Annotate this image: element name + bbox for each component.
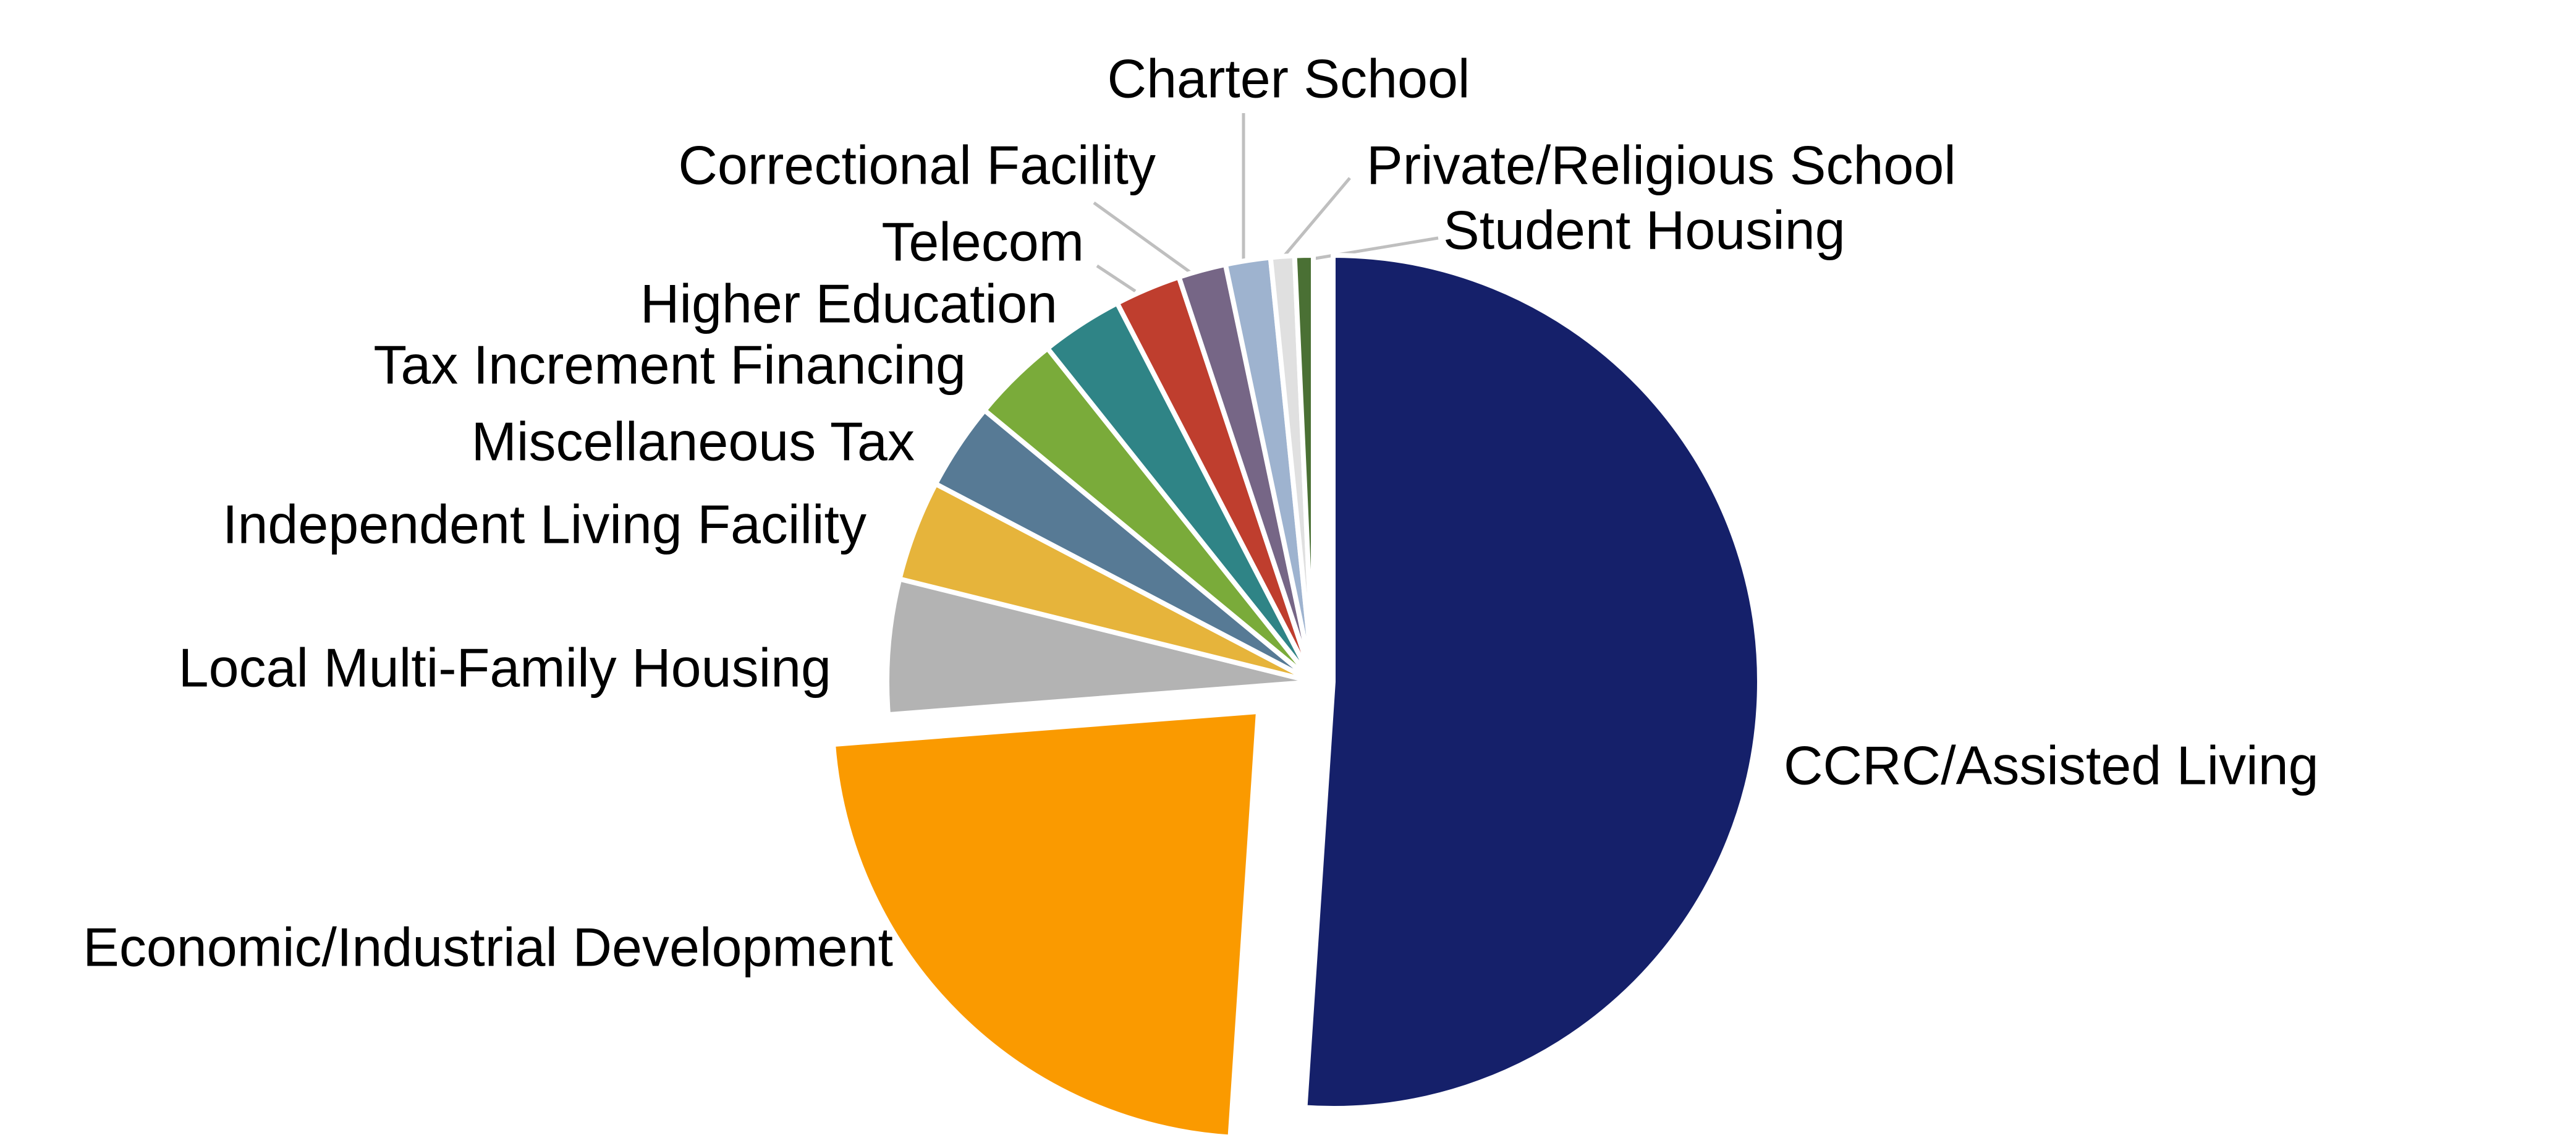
- slice-label: Student Housing: [1443, 199, 1845, 260]
- slice-label: Tax Increment Financing: [373, 334, 966, 395]
- slice-label: Higher Education: [640, 273, 1057, 334]
- leader-line: [1093, 201, 1195, 276]
- slice-label: CCRC/Assisted Living: [1784, 734, 2319, 796]
- slice-label: Charter School: [1108, 48, 1470, 109]
- pie-slice: [884, 576, 1316, 718]
- pie-slice: [831, 709, 1261, 1135]
- leader-line: [1300, 236, 1439, 263]
- slice-label: Economic/Industrial Development: [83, 916, 893, 977]
- slice-label: Correctional Facility: [678, 134, 1156, 195]
- slice-label: Local Multi-Family Housing: [179, 637, 831, 698]
- leader-lines: [1093, 113, 1439, 293]
- pie-slice: [1302, 253, 1762, 1111]
- slice-label: Independent Living Facility: [222, 493, 866, 555]
- slice-label: Private/Religious School: [1366, 134, 1956, 195]
- leader-line: [1279, 177, 1351, 262]
- slice-label: Telecom: [881, 211, 1084, 272]
- leader-line: [1096, 264, 1137, 293]
- slice-label: Miscellaneous Tax: [472, 410, 915, 472]
- pie-slice: [1292, 253, 1316, 684]
